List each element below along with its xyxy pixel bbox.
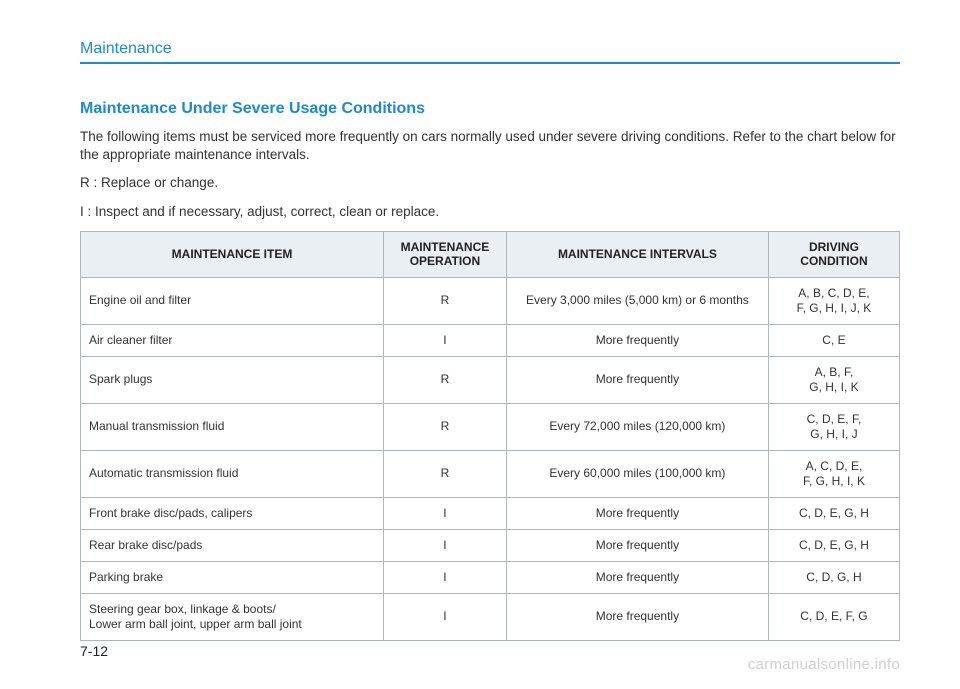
page: Maintenance Maintenance Under Severe Usa… (0, 0, 960, 689)
cell-op: I (384, 324, 507, 356)
watermark: carmanualsonline.info (748, 656, 900, 673)
cell-interval: More frequently (506, 356, 768, 403)
cell-cond: A, B, C, D, E,F, G, H, I, J, K (768, 277, 899, 324)
table-body: Engine oil and filter R Every 3,000 mile… (81, 277, 900, 640)
intro-paragraph: The following items must be serviced mor… (80, 128, 900, 164)
cell-op: R (384, 277, 507, 324)
cell-item: Steering gear box, linkage & boots/Lower… (81, 593, 384, 640)
cell-cond: A, C, D, E,F, G, H, I, K (768, 450, 899, 497)
cell-op: R (384, 356, 507, 403)
cell-cond: C, E (768, 324, 899, 356)
maintenance-table: MAINTENANCE ITEM MAINTENANCE OPERATION M… (80, 231, 900, 641)
table-row: Parking brake I More frequently C, D, G,… (81, 561, 900, 593)
cell-interval: Every 72,000 miles (120,000 km) (506, 403, 768, 450)
legend-i: I : Inspect and if necessary, adjust, co… (80, 203, 900, 221)
cell-interval: Every 60,000 miles (100,000 km) (506, 450, 768, 497)
cell-item: Front brake disc/pads, calipers (81, 497, 384, 529)
cell-op: I (384, 593, 507, 640)
cell-interval: More frequently (506, 497, 768, 529)
section-header: Maintenance (80, 40, 900, 58)
page-heading: Maintenance Under Severe Usage Condition… (80, 100, 900, 118)
cell-cond: C, D, E, G, H (768, 529, 899, 561)
cell-op: R (384, 403, 507, 450)
cell-item: Air cleaner filter (81, 324, 384, 356)
col-header-item: MAINTENANCE ITEM (81, 231, 384, 277)
cell-op: I (384, 497, 507, 529)
col-header-intervals: MAINTENANCE INTERVALS (506, 231, 768, 277)
table-row: Front brake disc/pads, calipers I More f… (81, 497, 900, 529)
cell-item: Automatic transmission fluid (81, 450, 384, 497)
table-row: Engine oil and filter R Every 3,000 mile… (81, 277, 900, 324)
table-header-row: MAINTENANCE ITEM MAINTENANCE OPERATION M… (81, 231, 900, 277)
cell-item: Spark plugs (81, 356, 384, 403)
cell-cond: C, D, E, G, H (768, 497, 899, 529)
cell-cond: A, B, F,G, H, I, K (768, 356, 899, 403)
table-row: Rear brake disc/pads I More frequently C… (81, 529, 900, 561)
cell-cond: C, D, G, H (768, 561, 899, 593)
cell-item: Rear brake disc/pads (81, 529, 384, 561)
cell-interval: More frequently (506, 324, 768, 356)
col-header-operation: MAINTENANCE OPERATION (384, 231, 507, 277)
cell-op: R (384, 450, 507, 497)
cell-op: I (384, 561, 507, 593)
cell-interval: More frequently (506, 561, 768, 593)
cell-interval: More frequently (506, 593, 768, 640)
cell-interval: Every 3,000 miles (5,000 km) or 6 months (506, 277, 768, 324)
table-row: Manual transmission fluid R Every 72,000… (81, 403, 900, 450)
cell-item: Manual transmission fluid (81, 403, 384, 450)
table-row: Steering gear box, linkage & boots/Lower… (81, 593, 900, 640)
table-row: Spark plugs R More frequently A, B, F,G,… (81, 356, 900, 403)
cell-op: I (384, 529, 507, 561)
cell-item: Parking brake (81, 561, 384, 593)
cell-cond: C, D, E, F, G (768, 593, 899, 640)
header-rule (80, 62, 900, 64)
col-header-condition: DRIVING CONDITION (768, 231, 899, 277)
legend-r: R : Replace or change. (80, 174, 900, 192)
page-number: 7-12 (80, 643, 108, 659)
cell-item: Engine oil and filter (81, 277, 384, 324)
cell-interval: More frequently (506, 529, 768, 561)
table-row: Automatic transmission fluid R Every 60,… (81, 450, 900, 497)
cell-cond: C, D, E, F,G, H, I, J (768, 403, 899, 450)
table-row: Air cleaner filter I More frequently C, … (81, 324, 900, 356)
